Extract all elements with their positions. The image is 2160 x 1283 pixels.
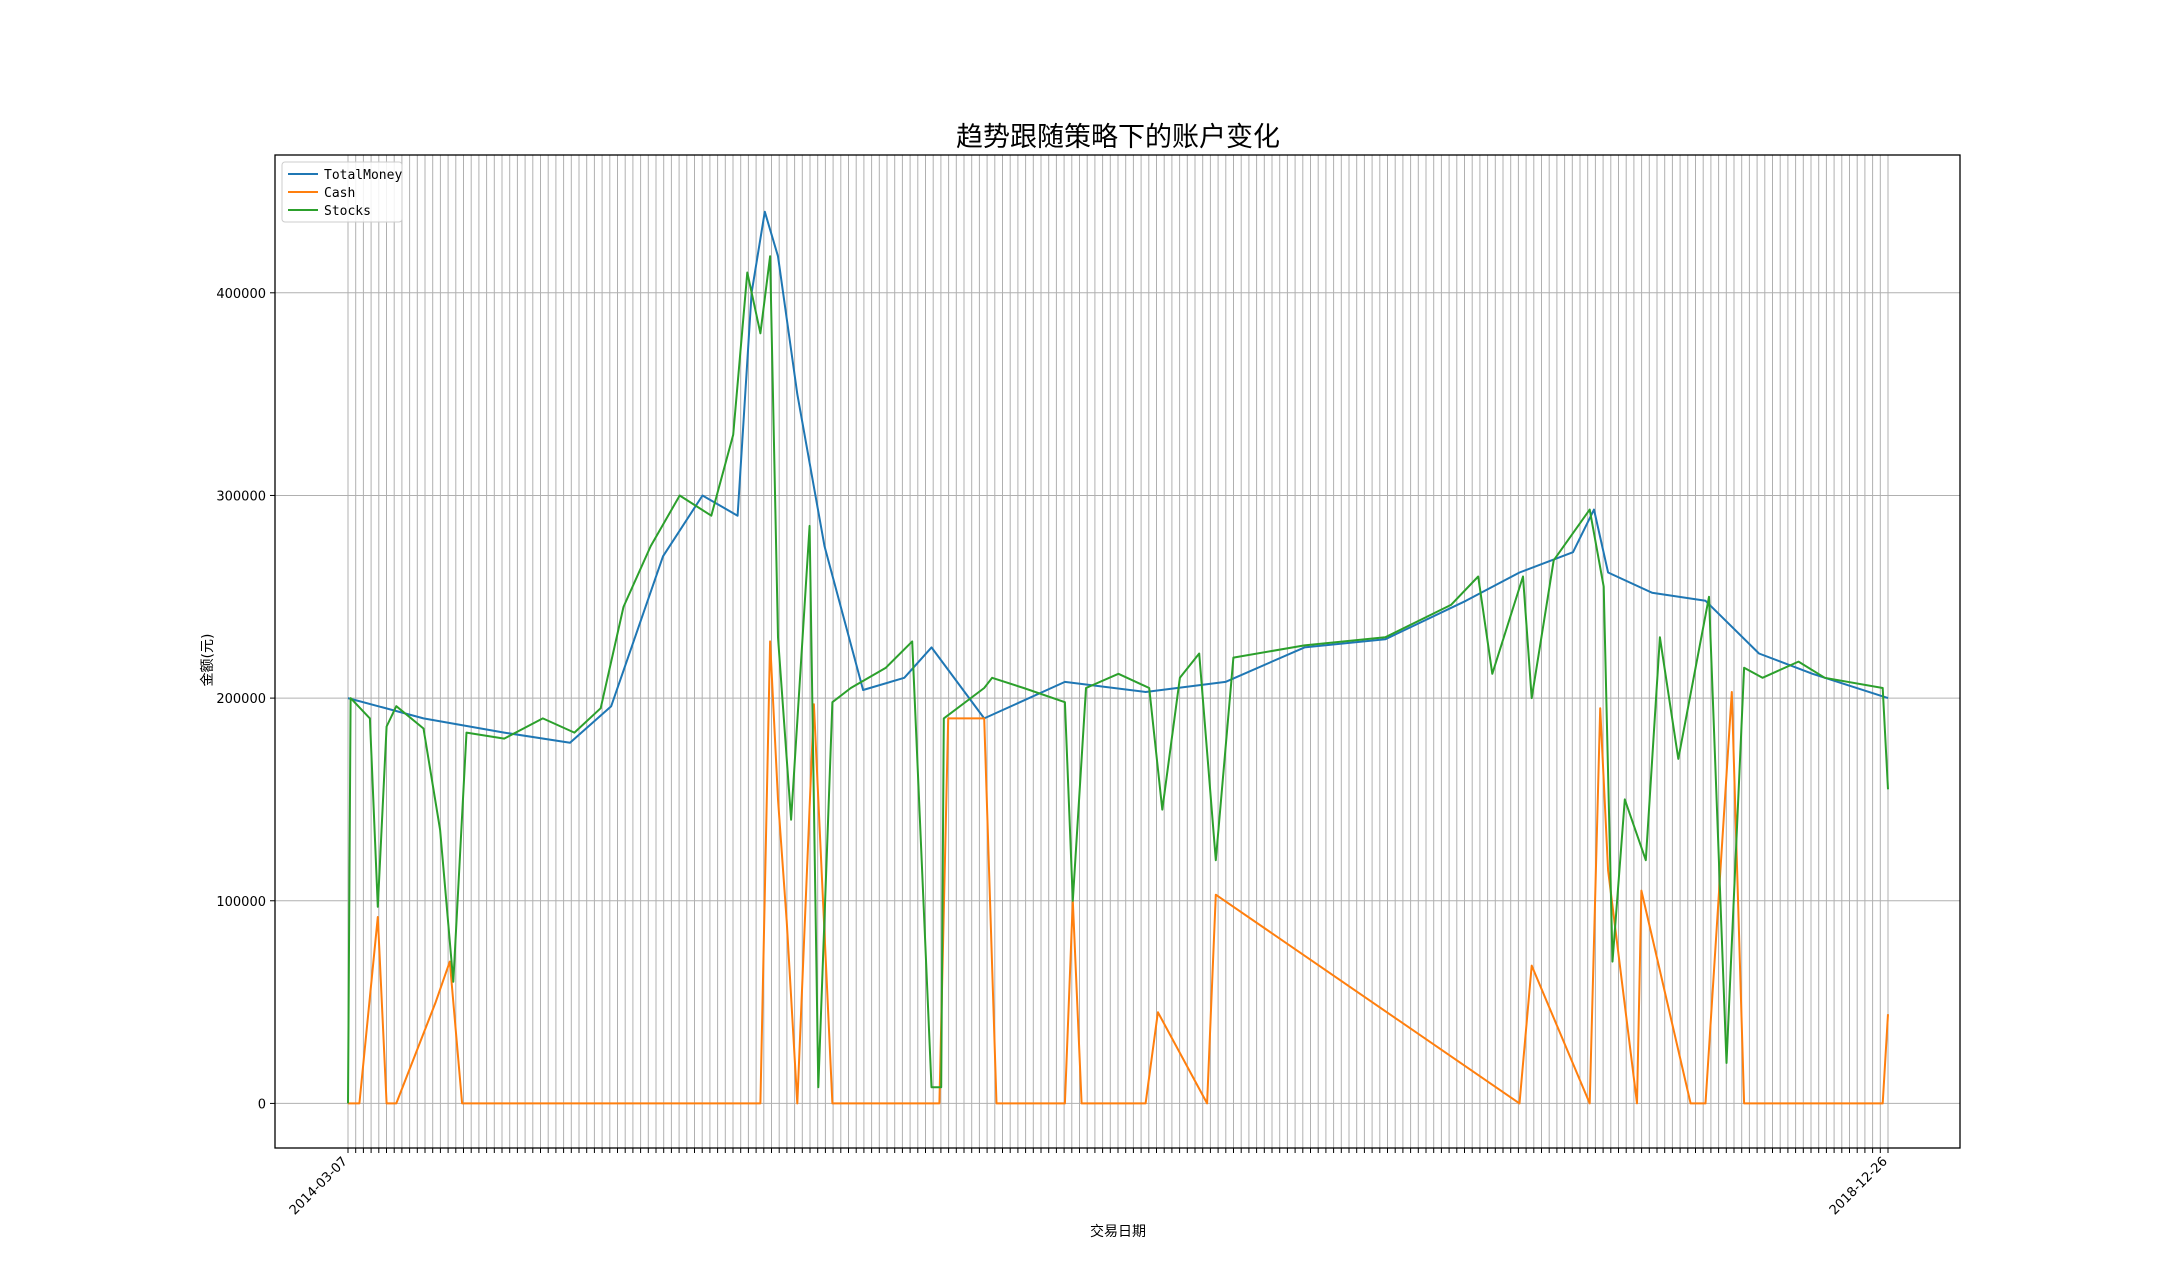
x-tick-label: 2018-12-26	[1827, 1154, 1891, 1218]
y-axis: 0 100000 200000 300000 400000	[216, 287, 275, 1112]
series-layer	[347, 210, 1889, 1105]
legend-label: TotalMoney	[324, 168, 402, 183]
x-axis-label: 交易日期	[1090, 1223, 1146, 1240]
y-tick-label: 300000	[216, 489, 266, 504]
legend: TotalMoney Cash Stocks	[281, 161, 403, 223]
legend-box	[281, 161, 403, 223]
y-tick-label: 0	[258, 1097, 266, 1112]
legend-label: Cash	[324, 186, 355, 201]
series-line-stocks	[347, 255, 1889, 1104]
y-tick-label: 400000	[216, 287, 266, 302]
y-tick-label: 100000	[216, 895, 266, 910]
series-line-totalmoney	[347, 210, 1889, 744]
x-axis: 2014-03-07 2018-12-26	[287, 1148, 1891, 1218]
y-axis-label: 金额(元)	[200, 634, 216, 687]
legend-label: Stocks	[324, 204, 371, 219]
y-tick-label: 200000	[216, 692, 266, 707]
x-tick-label: 2014-03-07	[287, 1154, 351, 1218]
series-line-cash	[348, 640, 1889, 1105]
chart-title: 趋势跟随策略下的账户变化	[956, 122, 1280, 153]
grid	[275, 155, 1960, 1148]
